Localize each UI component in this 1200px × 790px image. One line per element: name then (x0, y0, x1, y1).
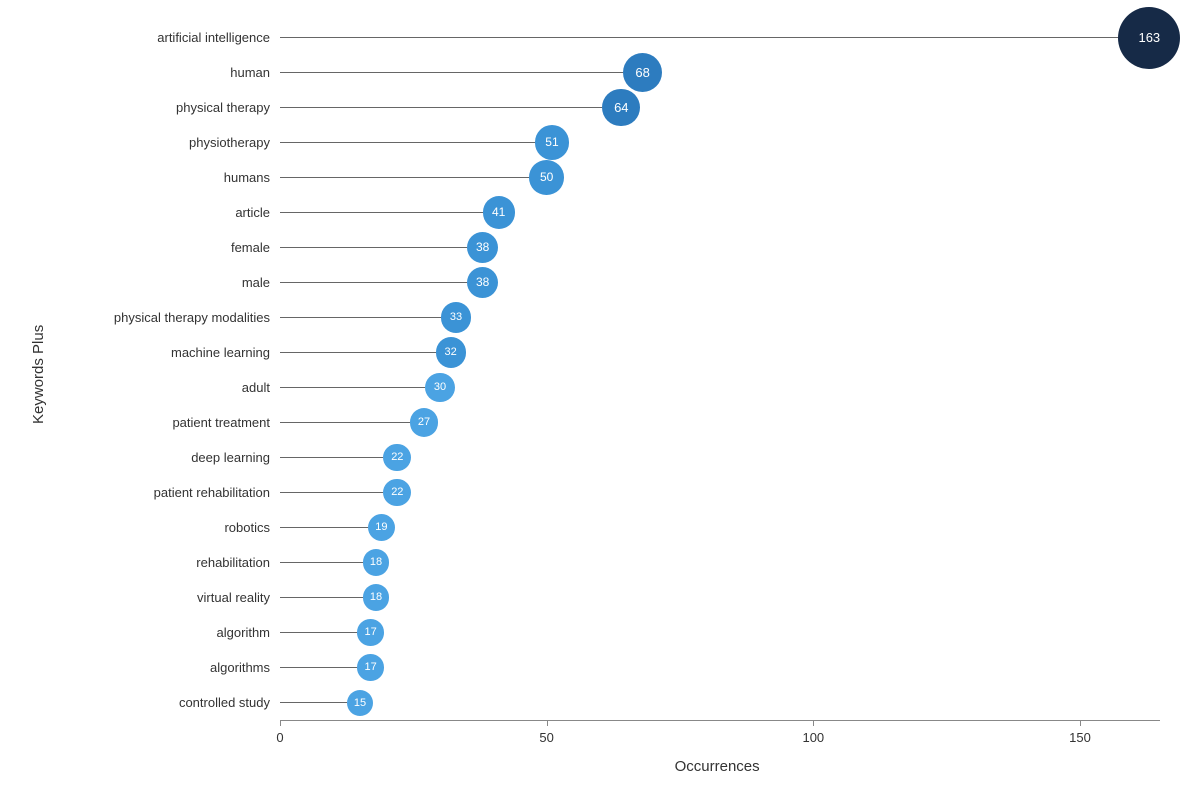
y-tick-label: controlled study (10, 695, 270, 710)
data-bubble: 41 (483, 196, 515, 228)
lollipop-stem (280, 72, 623, 73)
data-bubble: 38 (467, 232, 499, 264)
lollipop-stem (280, 107, 602, 108)
y-axis-title: Keywords Plus (30, 324, 47, 423)
data-bubble: 18 (363, 549, 390, 576)
data-bubble: 68 (623, 53, 662, 92)
keywords-lollipop-chart: Keywords Plus Occurrences 0 50 100 150 artif… (0, 0, 1200, 790)
x-tick-label: 100 (793, 730, 833, 745)
data-bubble: 17 (357, 654, 383, 680)
x-tick-label: 150 (1060, 730, 1100, 745)
lollipop-stem (280, 492, 383, 493)
data-bubble: 30 (425, 373, 455, 403)
data-bubble: 38 (467, 267, 499, 299)
lollipop-stem (280, 667, 357, 668)
lollipop-stem (280, 352, 436, 353)
x-tick-mark (280, 720, 281, 726)
lollipop-stem (280, 702, 347, 703)
y-tick-label: machine learning (10, 345, 270, 360)
data-bubble: 18 (363, 584, 390, 611)
y-tick-label: patient treatment (10, 415, 270, 430)
y-tick-label: virtual reality (10, 590, 270, 605)
y-tick-label: patient rehabilitation (10, 485, 270, 500)
y-tick-label: article (10, 205, 270, 220)
data-bubble: 50 (529, 160, 564, 195)
data-bubble: 33 (441, 302, 471, 332)
lollipop-stem (280, 562, 363, 563)
data-bubble: 51 (535, 125, 570, 160)
lollipop-stem (280, 457, 383, 458)
x-tick-mark (1080, 720, 1081, 726)
y-tick-label: physical therapy modalities (10, 310, 270, 325)
data-bubble: 64 (602, 89, 640, 127)
x-axis-baseline (280, 720, 1160, 721)
lollipop-stem (280, 142, 535, 143)
y-tick-label: rehabilitation (10, 555, 270, 570)
data-bubble: 27 (410, 408, 439, 437)
x-axis-title: Occurrences (675, 758, 760, 775)
y-tick-label: humans (10, 170, 270, 185)
x-tick-mark (813, 720, 814, 726)
y-tick-label: physical therapy (10, 100, 270, 115)
data-bubble: 19 (368, 514, 395, 541)
data-bubble: 22 (383, 444, 411, 472)
y-tick-label: artificial intelligence (10, 30, 270, 45)
lollipop-stem (280, 597, 363, 598)
y-tick-label: human (10, 65, 270, 80)
x-tick-label: 50 (527, 730, 567, 745)
data-bubble: 163 (1118, 7, 1180, 69)
lollipop-stem (280, 387, 425, 388)
data-bubble: 15 (347, 690, 373, 716)
y-tick-label: physiotherapy (10, 135, 270, 150)
data-bubble: 32 (436, 337, 466, 367)
x-tick-mark (547, 720, 548, 726)
y-tick-label: male (10, 275, 270, 290)
data-bubble: 22 (383, 479, 411, 507)
data-bubble: 17 (357, 619, 383, 645)
y-tick-label: robotics (10, 520, 270, 535)
y-tick-label: algorithms (10, 660, 270, 675)
lollipop-stem (280, 177, 529, 178)
lollipop-stem (280, 632, 357, 633)
y-tick-label: adult (10, 380, 270, 395)
y-tick-label: female (10, 240, 270, 255)
y-tick-label: algorithm (10, 625, 270, 640)
lollipop-stem (280, 37, 1118, 38)
y-tick-label: deep learning (10, 450, 270, 465)
lollipop-stem (280, 212, 483, 213)
lollipop-stem (280, 282, 467, 283)
lollipop-stem (280, 247, 467, 248)
x-tick-label: 0 (260, 730, 300, 745)
lollipop-stem (280, 422, 410, 423)
lollipop-stem (280, 317, 441, 318)
lollipop-stem (280, 527, 368, 528)
